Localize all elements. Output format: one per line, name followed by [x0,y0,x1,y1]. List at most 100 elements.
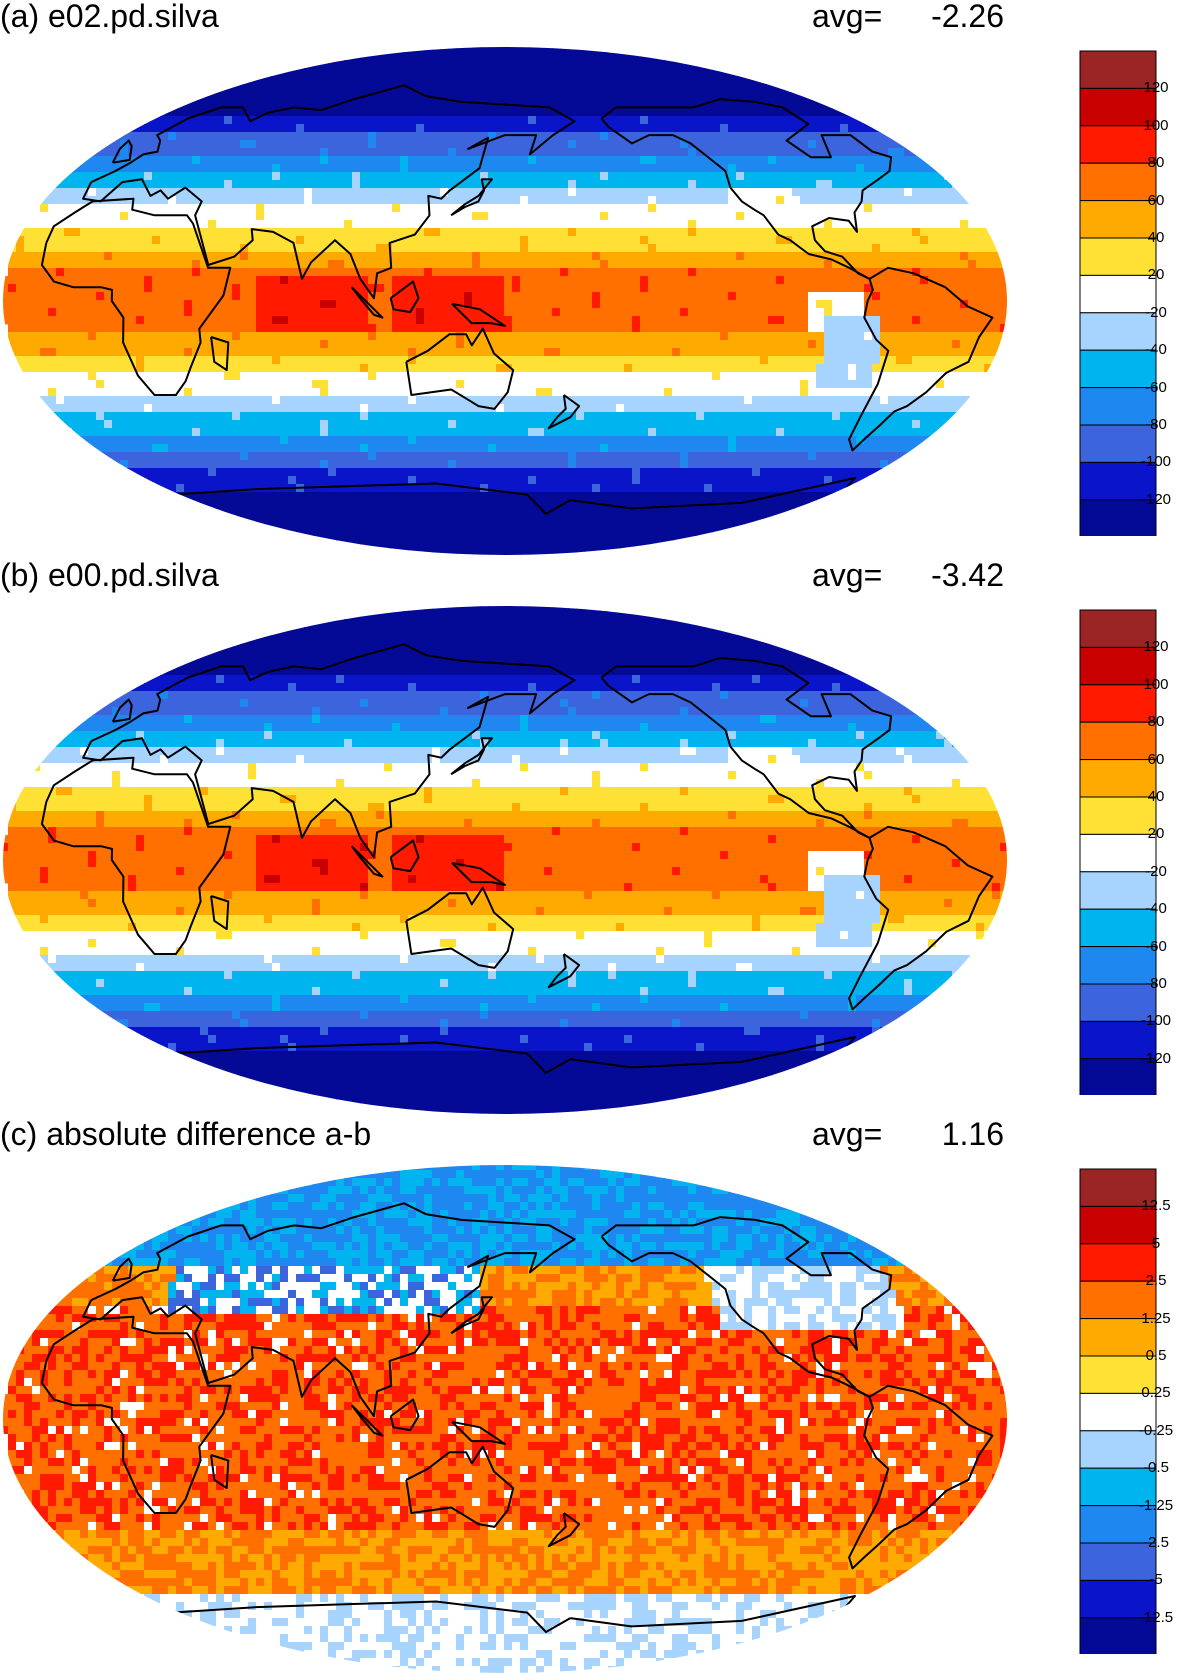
field-cell [464,140,473,149]
field-cell [728,204,737,213]
field-cell [520,180,529,189]
field-cell [592,116,601,125]
field-cell [528,380,537,389]
field-cell [72,212,81,221]
field-cell [112,364,121,373]
field-cell [376,164,385,173]
field-cell [608,164,617,173]
field-cell [712,156,721,165]
field-cell [624,132,633,141]
field-cell [920,356,929,365]
field-cell [488,252,497,261]
field-cell [448,116,457,125]
field-cell [168,180,177,189]
field-cell [752,84,761,93]
field-cell [976,212,985,221]
field-cell [688,308,697,317]
field-cell [464,60,473,69]
field-cell [736,68,745,77]
field-cell [728,236,737,245]
field-cell [400,276,409,285]
field-cell [848,356,857,365]
field-cell [304,332,313,341]
field-cell [24,284,33,293]
field-cell [192,76,201,85]
field-cell [656,348,665,357]
field-cell [336,244,345,253]
field-cell [96,260,105,269]
field-cell [824,300,833,309]
field-cell [632,212,641,221]
field-cell [552,204,561,213]
field-cell [256,196,265,205]
field-cell [456,268,465,277]
field-cell [64,196,73,205]
field-cell [296,324,305,333]
field-cell [176,220,185,229]
field-cell [536,252,545,261]
field-cell [640,172,649,181]
field-cell [56,220,65,229]
field-cell [336,324,345,333]
field-cell [976,300,985,309]
field-cell [168,132,177,141]
field-cell [440,60,449,69]
field-cell [16,340,25,349]
field-cell [784,172,793,181]
field-cell [928,196,937,205]
field-cell [808,212,817,221]
field-cell [192,156,201,165]
field-cell [912,268,921,277]
field-cell [240,188,249,197]
field-cell [152,108,161,117]
field-cell [872,340,881,349]
field-cell [360,380,369,389]
field-cell [216,124,225,133]
field-cell [984,244,993,253]
field-cell [712,324,721,333]
field-cell [232,308,241,317]
field-cell [592,340,601,349]
field-cell [360,332,369,341]
field-cell [88,156,97,165]
field-cell [536,316,545,325]
field-cell [224,228,233,237]
field-cell [152,372,161,381]
field-cell [296,148,305,157]
field-cell [448,332,457,341]
field-cell [192,60,201,69]
field-cell [392,148,401,157]
field-cell [504,180,513,189]
field-cell [608,284,617,293]
field-cell [776,68,785,77]
field-cell [312,116,321,125]
field-cell [584,164,593,173]
field-cell [320,92,329,101]
field-cell [864,292,873,301]
field-cell [592,188,601,197]
field-cell [592,236,601,245]
field-cell [648,308,657,317]
field-cell [544,76,553,85]
field-cell [864,348,873,357]
field-cell [584,356,593,365]
field-cell [392,356,401,365]
field-cell [896,276,905,285]
field-cell [360,276,369,285]
field-cell [72,332,81,341]
field-cell [688,100,697,109]
field-cell [336,124,345,133]
field-cell [8,236,17,245]
field-cell [728,76,737,85]
field-cell [536,308,545,317]
field-cell [888,220,897,229]
field-cell [664,380,673,389]
field-cell [376,300,385,309]
field-cell [968,188,977,197]
field-cell [256,276,265,285]
field-cell [112,300,121,309]
field-cell [304,340,313,349]
field-cell [408,172,417,181]
field-cell [136,332,145,341]
field-cell [656,172,665,181]
